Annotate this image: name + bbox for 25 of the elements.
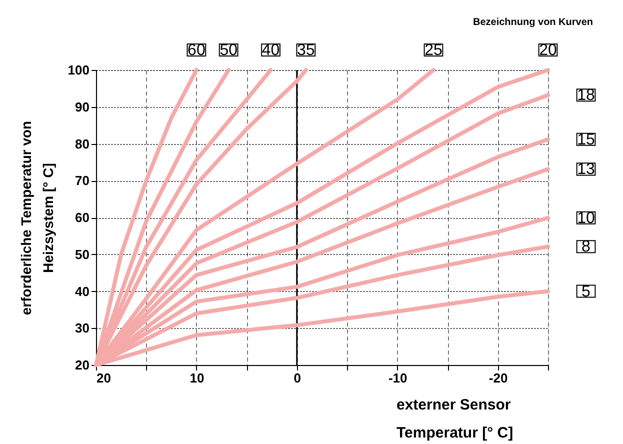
y-tick-label: 80 [75, 136, 90, 152]
text: 8 [582, 238, 591, 256]
y-tick-label: 20 [75, 358, 90, 372]
y-tick-label: 70 [75, 173, 90, 188]
y-tick-label: 90 [75, 99, 90, 114]
series-label: 13 [577, 161, 595, 178]
x-tick-label: 0 [294, 370, 302, 386]
x-tick-label: -20 [488, 370, 508, 386]
y-tick-label: 100 [68, 62, 90, 78]
y-tick-label: 60 [75, 210, 90, 225]
y-axis-title: erforderliche Temperatur von Heizsystem [° C] [18, 120, 56, 316]
series-label: 10 [577, 210, 595, 227]
text: Bezeichnung von Kurven [473, 17, 594, 28]
series-label: 15 [577, 131, 595, 148]
x-tick-label: 10 [190, 370, 204, 386]
series-label: 40 [262, 42, 280, 59]
x-tick-label: 20 [96, 370, 111, 386]
y-tick-label: 30 [75, 320, 90, 336]
text: 5 [582, 283, 591, 300]
series-label: 60 [188, 42, 206, 59]
y-tick-label: 40 [75, 284, 90, 299]
y-tick-label: 50 [75, 246, 90, 262]
x-axis-title: externer Sensor Temperatur [° C] [396, 396, 514, 442]
series-label: 18 [577, 87, 595, 104]
x-tick-label: -10 [388, 370, 408, 386]
